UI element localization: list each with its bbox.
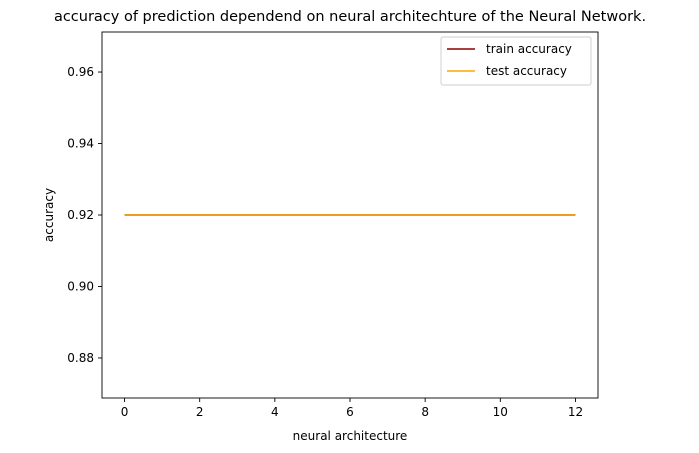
legend: train accuracy test accuracy — [440, 36, 592, 86]
y-axis-label: accuracy — [42, 188, 56, 242]
y-tick-label: 0.96 — [67, 65, 94, 79]
y-tick-label: 0.88 — [67, 351, 94, 365]
chart-title: accuracy of prediction dependend on neur… — [54, 9, 646, 25]
x-tick-label: 6 — [346, 405, 354, 419]
y-tick-label: 0.92 — [67, 208, 94, 222]
y-axis: 0.88 0.90 0.92 0.94 0.96 — [67, 65, 102, 365]
legend-label: test accuracy — [486, 64, 567, 78]
y-tick-label: 0.94 — [67, 137, 94, 151]
y-tick-label: 0.90 — [67, 279, 94, 293]
x-tick-label: 4 — [271, 405, 279, 419]
x-tick-label: 10 — [493, 405, 508, 419]
legend-label: train accuracy — [486, 42, 572, 56]
x-tick-label: 12 — [568, 405, 583, 419]
legend-box — [440, 36, 592, 86]
x-axis: 0 2 4 6 8 10 12 — [121, 398, 583, 419]
x-tick-label: 2 — [196, 405, 204, 419]
x-axis-label: neural architecture — [293, 429, 408, 443]
x-tick-label: 0 — [121, 405, 129, 419]
x-tick-label: 8 — [421, 405, 429, 419]
